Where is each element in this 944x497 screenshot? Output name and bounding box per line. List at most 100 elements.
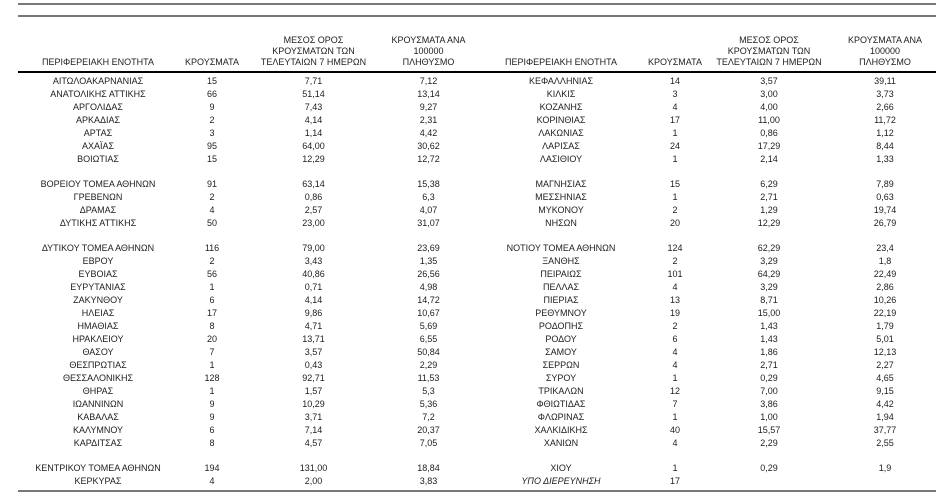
right-per100k-cell: 22,49 [873,269,897,279]
table-row: ΒΟΡΕΙΟΥ ΤΟΜΕΑ ΑΘΗΝΩΝ 91 63,14 15,38 ΜΑΓΝΗΣΙΑ… [18,178,936,191]
left-per100k-cell: 31,07 [417,218,440,228]
right-per100k-cell: 8,44 [876,141,894,151]
left-avg7-cell: 64,00 [302,141,325,151]
right-avg7-cell: 11,00 [758,115,780,125]
left-region-cell: ΚΕΝΤΡΙΚΟΥ ΤΟΜΕΑ ΑΘΗΝΩΝ [35,463,161,473]
left-cases-cell: 8 [209,321,215,331]
right-avg7-cell: 15,57 [757,425,781,435]
right-avg7-cell: 0,86 [760,128,778,138]
right-cases-cell: 2 [672,205,678,215]
right-per100k-cell: 2,86 [876,282,894,292]
right-per100k-cell: 5,01 [876,334,894,344]
left-region-cell: ΚΕΡΚΥΡΑΣ [74,476,122,486]
table-row: ΚΕΡΚΥΡΑΣ 4 2,00 3,83 ΥΠΟ ΔΙΕΡΕΥΝΗΣΗ 17 [18,475,936,488]
right-cases-cell: 4 [672,282,678,292]
spacer-row [18,166,936,178]
right-cases-cell: 1 [672,128,678,138]
table-row: ΕΒΡΟΥ 2 3,43 1,35 ΞΑΝΘΗΣ 2 3,29 1,8 [18,255,936,268]
right-avg7-cell: 17,29 [757,141,781,151]
right-avg7-cell: 7,00 [760,386,778,396]
left-cases-cell: 1 [209,360,215,370]
left-region-cell: ΕΒΡΟΥ [82,256,114,266]
left-region-cell: ΒΟΡΕΙΟΥ ΤΟΜΕΑ ΑΘΗΝΩΝ [40,179,156,189]
right-per100k-cell: 1,12 [876,128,894,138]
right-avg7-cell: 0,29 [760,463,778,473]
left-region-cell: ΑΧΑΪΑΣ [81,141,115,151]
left-avg7-cell: 7,43 [304,102,323,112]
right-cases-cell: 17 [669,476,680,486]
spacer-cell [18,166,936,178]
right-avg7-cell: 3,00 [760,89,778,99]
right-cases-cell: 12 [669,386,680,396]
table-row: ΘΕΣΣΑΛΟΝΙΚΗΣ 128 92,71 11,53 ΣΥΡΟΥ 1 0,29 4,65 [18,372,936,385]
left-per100k-cell: 11,53 [417,373,440,383]
left-avg7-cell: 3,43 [304,256,323,266]
left-region-cell: ΘΑΣΟΥ [82,347,114,357]
left-cases-cell: 128 [204,373,220,383]
left-region-cell: ΑΡΓΟΛΙΔΑΣ [73,102,123,112]
right-region-cell: ΚΙΛΚΙΣ [546,89,576,99]
table-row: ΗΡΑΚΛΕΙΟΥ 20 13,71 6,55 ΡΟΔΟΥ 6 1,43 5,01 [18,333,936,346]
right-cases-cell: 4 [672,347,678,357]
left-per100k-cell: 7,2 [422,412,435,422]
spacer-row [18,450,936,462]
right-per100k-cell: 2,27 [876,360,894,370]
left-per100k-cell: 26,56 [417,269,440,279]
left-region-cell: ΔΥΤΙΚΟΥ ΤΟΜΕΑ ΑΘΗΝΩΝ [41,243,155,253]
right-per100k-cell: 12,13 [873,347,897,357]
right-avg7-cell: 2,71 [760,192,778,202]
left-avg7-cell: 4,14 [304,115,323,125]
right-region-cell: ΠΙΕΡΙΑΣ [543,295,579,305]
right-avg7-cell: 3,29 [760,282,778,292]
right-per100k-cell: 1,79 [876,321,894,331]
col-header-per100k-left: ΚΡΟΥΣΜΑΤΑ ΑΝΑ 100000 ΠΛΗΘΥΣΜΟ [381,22,476,73]
left-avg7-cell: 0,43 [304,360,323,370]
left-per100k-cell: 23,69 [417,243,440,253]
right-avg7-cell: 12,29 [757,218,781,228]
left-region-cell: ΘΗΡΑΣ [82,386,114,396]
right-cases-cell: 40 [669,425,680,435]
left-cases-cell: 9 [209,412,215,422]
left-avg7-cell: 1,14 [304,128,323,138]
col-header-region-left: ΠΕΡΙΦΕΡΕΙΑΚΗ ΕΝΟΤΗΤΑ [18,22,178,73]
left-per100k-cell: 3,83 [419,476,438,486]
right-region-cell: ΠΕΛΛΑΣ [542,282,580,292]
right-per100k-cell: 7,89 [876,179,894,189]
right-avg7-cell: 3,86 [760,399,778,409]
left-cases-cell: 15 [206,154,217,164]
left-avg7-cell: 0,86 [304,192,323,202]
table-row: ΘΕΣΠΡΩΤΙΑΣ 1 0,43 2,29 ΣΕΡΡΩΝ 4 2,71 2,27 [18,359,936,372]
right-region-cell: ΛΑΚΩΝΙΑΣ [538,128,584,138]
right-avg7-cell: 62,29 [757,243,781,253]
col-header-per100k-right: ΚΡΟΥΣΜΑΤΑ ΑΝΑ 100000 ΠΛΗΘΥΣΜΟ [834,22,936,73]
left-avg7-cell: 92,71 [302,373,325,383]
spacer-cell [18,230,936,242]
right-cases-cell: 124 [667,243,683,253]
table-row: ΚΑΛΥΜΝΟΥ 6 7,14 20,37 ΧΑΛΚΙΔΙΚΗΣ 40 15,57 37,77 [18,424,936,437]
left-avg7-cell: 4,71 [304,321,323,331]
left-cases-cell: 50 [206,218,217,228]
right-cases-cell: 2 [672,256,678,266]
right-avg7-cell: 2,29 [760,438,778,448]
right-avg7-cell: 6,29 [760,179,778,189]
right-region-cell: ΥΠΟ ΔΙΕΡΕΥΝΗΣΗ [521,476,601,486]
table-row: ΓΡΕΒΕΝΩΝ 2 0,86 6,3 ΜΕΣΣΗΝΙΑΣ 1 2,71 0,63 [18,191,936,204]
table-row: ΖΑΚΥΝΘΟΥ 6 4,14 14,72 ΠΙΕΡΙΑΣ 13 8,71 10,26 [18,294,936,307]
left-region-cell: ΘΕΣΠΡΩΤΙΑΣ [69,360,127,370]
right-cases-cell: 1 [672,154,678,164]
left-region-cell: ΚΑΡΔΙΤΣΑΣ [73,438,123,448]
right-cases-cell: 14 [669,76,680,86]
right-cases-cell: 13 [669,295,680,305]
right-cases-cell: 17 [669,115,680,125]
right-region-cell: ΦΘΙΩΤΙΔΑΣ [536,399,586,409]
left-avg7-cell: 12,29 [302,154,325,164]
left-avg7-cell: 79,00 [302,243,325,253]
left-avg7-cell: 0,71 [304,282,323,292]
right-region-cell: ΧΙΟΥ [550,463,572,473]
table-row: ΕΥΒΟΙΑΣ 56 40,86 26,56 ΠΕΙΡΑΙΩΣ 101 64,29 22,49 [18,268,936,281]
table-row: ΘΗΡΑΣ 1 1,57 5,3 ΤΡΙΚΑΛΩΝ 12 7,00 9,15 [18,385,936,398]
left-region-cell: ΚΑΒΑΛΑΣ [77,412,119,422]
right-per100k-cell: 4,65 [876,373,894,383]
right-per100k-cell [834,475,936,488]
